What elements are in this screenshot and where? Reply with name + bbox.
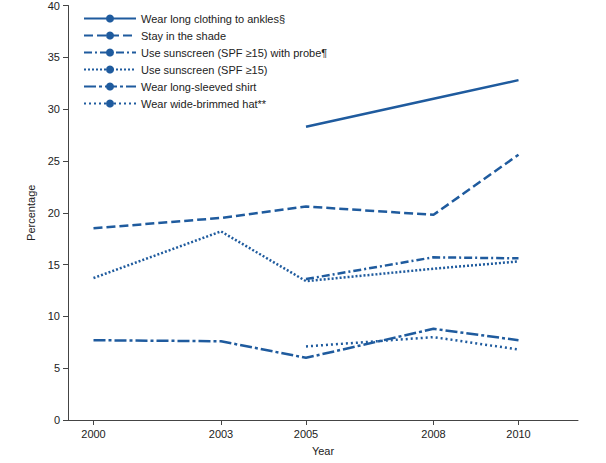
svg-text:0: 0	[54, 414, 60, 426]
svg-text:20: 20	[48, 207, 60, 219]
svg-text:2005: 2005	[294, 428, 318, 440]
svg-text:2008: 2008	[421, 428, 445, 440]
svg-text:2000: 2000	[81, 428, 105, 440]
svg-text:Year: Year	[312, 445, 335, 457]
svg-text:5: 5	[54, 362, 60, 374]
svg-text:25: 25	[48, 155, 60, 167]
svg-text:Wear wide-brimmed hat**: Wear wide-brimmed hat**	[141, 98, 267, 110]
svg-text:Use sunscreen (SPF ≥15): Use sunscreen (SPF ≥15)	[141, 64, 267, 76]
svg-text:Use sunscreen (SPF ≥15) with p: Use sunscreen (SPF ≥15) with probe¶	[141, 47, 327, 59]
svg-text:30: 30	[48, 103, 60, 115]
svg-text:35: 35	[48, 51, 60, 63]
svg-text:Percentage: Percentage	[25, 185, 37, 241]
svg-text:Wear long-sleeved shirt: Wear long-sleeved shirt	[141, 81, 256, 93]
svg-text:Wear long clothing to ankles§: Wear long clothing to ankles§	[141, 13, 285, 25]
svg-text:2003: 2003	[209, 428, 233, 440]
svg-text:Stay in the shade: Stay in the shade	[141, 30, 226, 42]
svg-text:10: 10	[48, 310, 60, 322]
svg-text:40: 40	[48, 0, 60, 12]
svg-text:15: 15	[48, 259, 60, 271]
svg-text:2010: 2010	[506, 428, 530, 440]
